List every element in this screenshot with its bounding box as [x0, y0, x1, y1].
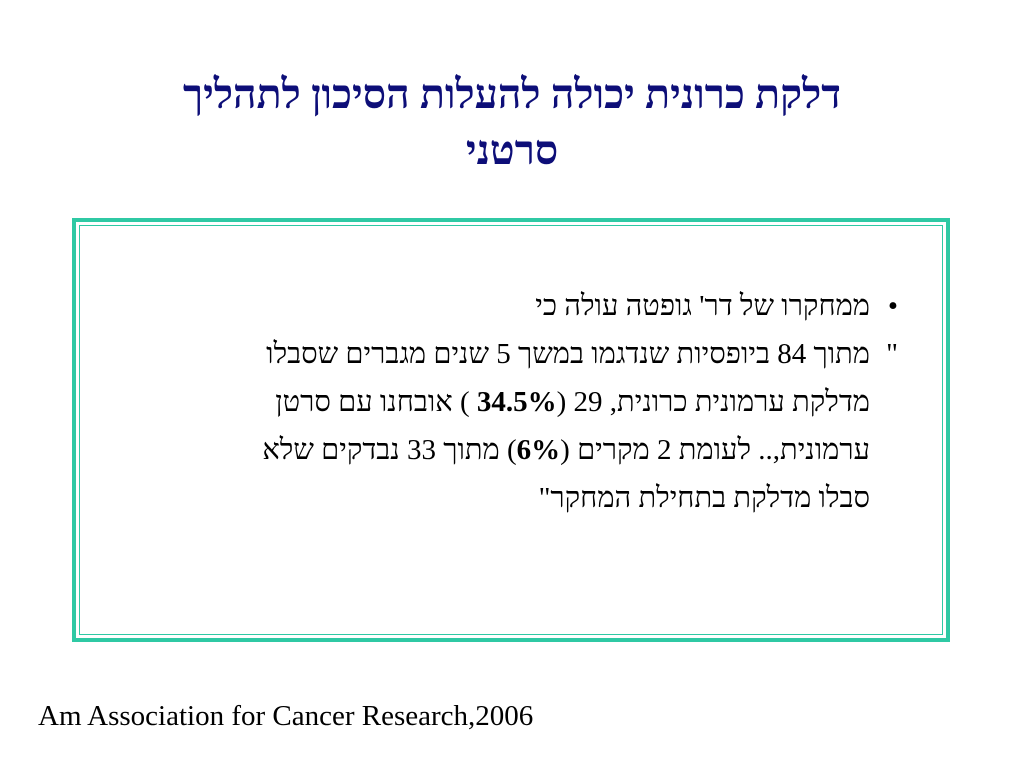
quote-line-3: ערמונית,.. לעומת 2 מקרים (6%) מתוך 33 נב… [98, 426, 898, 474]
slide-title-line-2: סרטני [465, 127, 559, 173]
quote-line-2-text-a: מדלקת ערמונית כרונית, 29 ( [556, 386, 870, 418]
quote-line-3-text-b: ) מתוך 33 נבדקים שלא [262, 434, 517, 466]
quote-percent-6: 6% [516, 434, 561, 466]
quote-line-1: " מתוך 84 ביופסיות שנדגמו במשך 5 שנים מגב… [98, 330, 898, 378]
content-frame-inner-border [79, 225, 943, 635]
slide-title-line-1: דלקת כרונית יכולה להעלות הסיכון לתהליך [182, 71, 841, 117]
quote-line-1-text: מתוך 84 ביופסיות שנדגמו במשך 5 שנים מגבר… [266, 338, 870, 370]
bullet-item: • ממחקרו של דר' גופטה עולה כי [98, 282, 898, 330]
study-quote: " מתוך 84 ביופסיות שנדגמו במשך 5 שנים מגב… [98, 330, 898, 522]
bullet-icon: • [887, 290, 898, 322]
quote-line-2-text-b: ) אובחנו עם סרטן [275, 386, 477, 418]
quote-open-mark: " [886, 338, 898, 370]
bullet-text: ממחקרו של דר' גופטה עולה כי [535, 290, 870, 322]
quote-line-2: מדלקת ערמונית כרונית, 29 (34.5% ) אובחנו… [98, 378, 898, 426]
quote-line-3-text-a: ערמונית,.. לעומת 2 מקרים ( [560, 434, 870, 466]
source-citation: Am Association for Cancer Research,2006 [38, 700, 534, 732]
slide-title: דלקת כרונית יכולה להעלות הסיכון לתהליך ס… [62, 66, 962, 178]
content-frame: • ממחקרו של דר' גופטה עולה כי " מתוך 84 ב… [72, 218, 950, 642]
quote-line-4: סבלו מדלקת בתחילת המחקר" [538, 482, 870, 514]
content-body: • ממחקרו של דר' גופטה עולה כי " מתוך 84 ב… [98, 282, 898, 522]
quote-percent-34-5: 34.5% [476, 386, 557, 418]
